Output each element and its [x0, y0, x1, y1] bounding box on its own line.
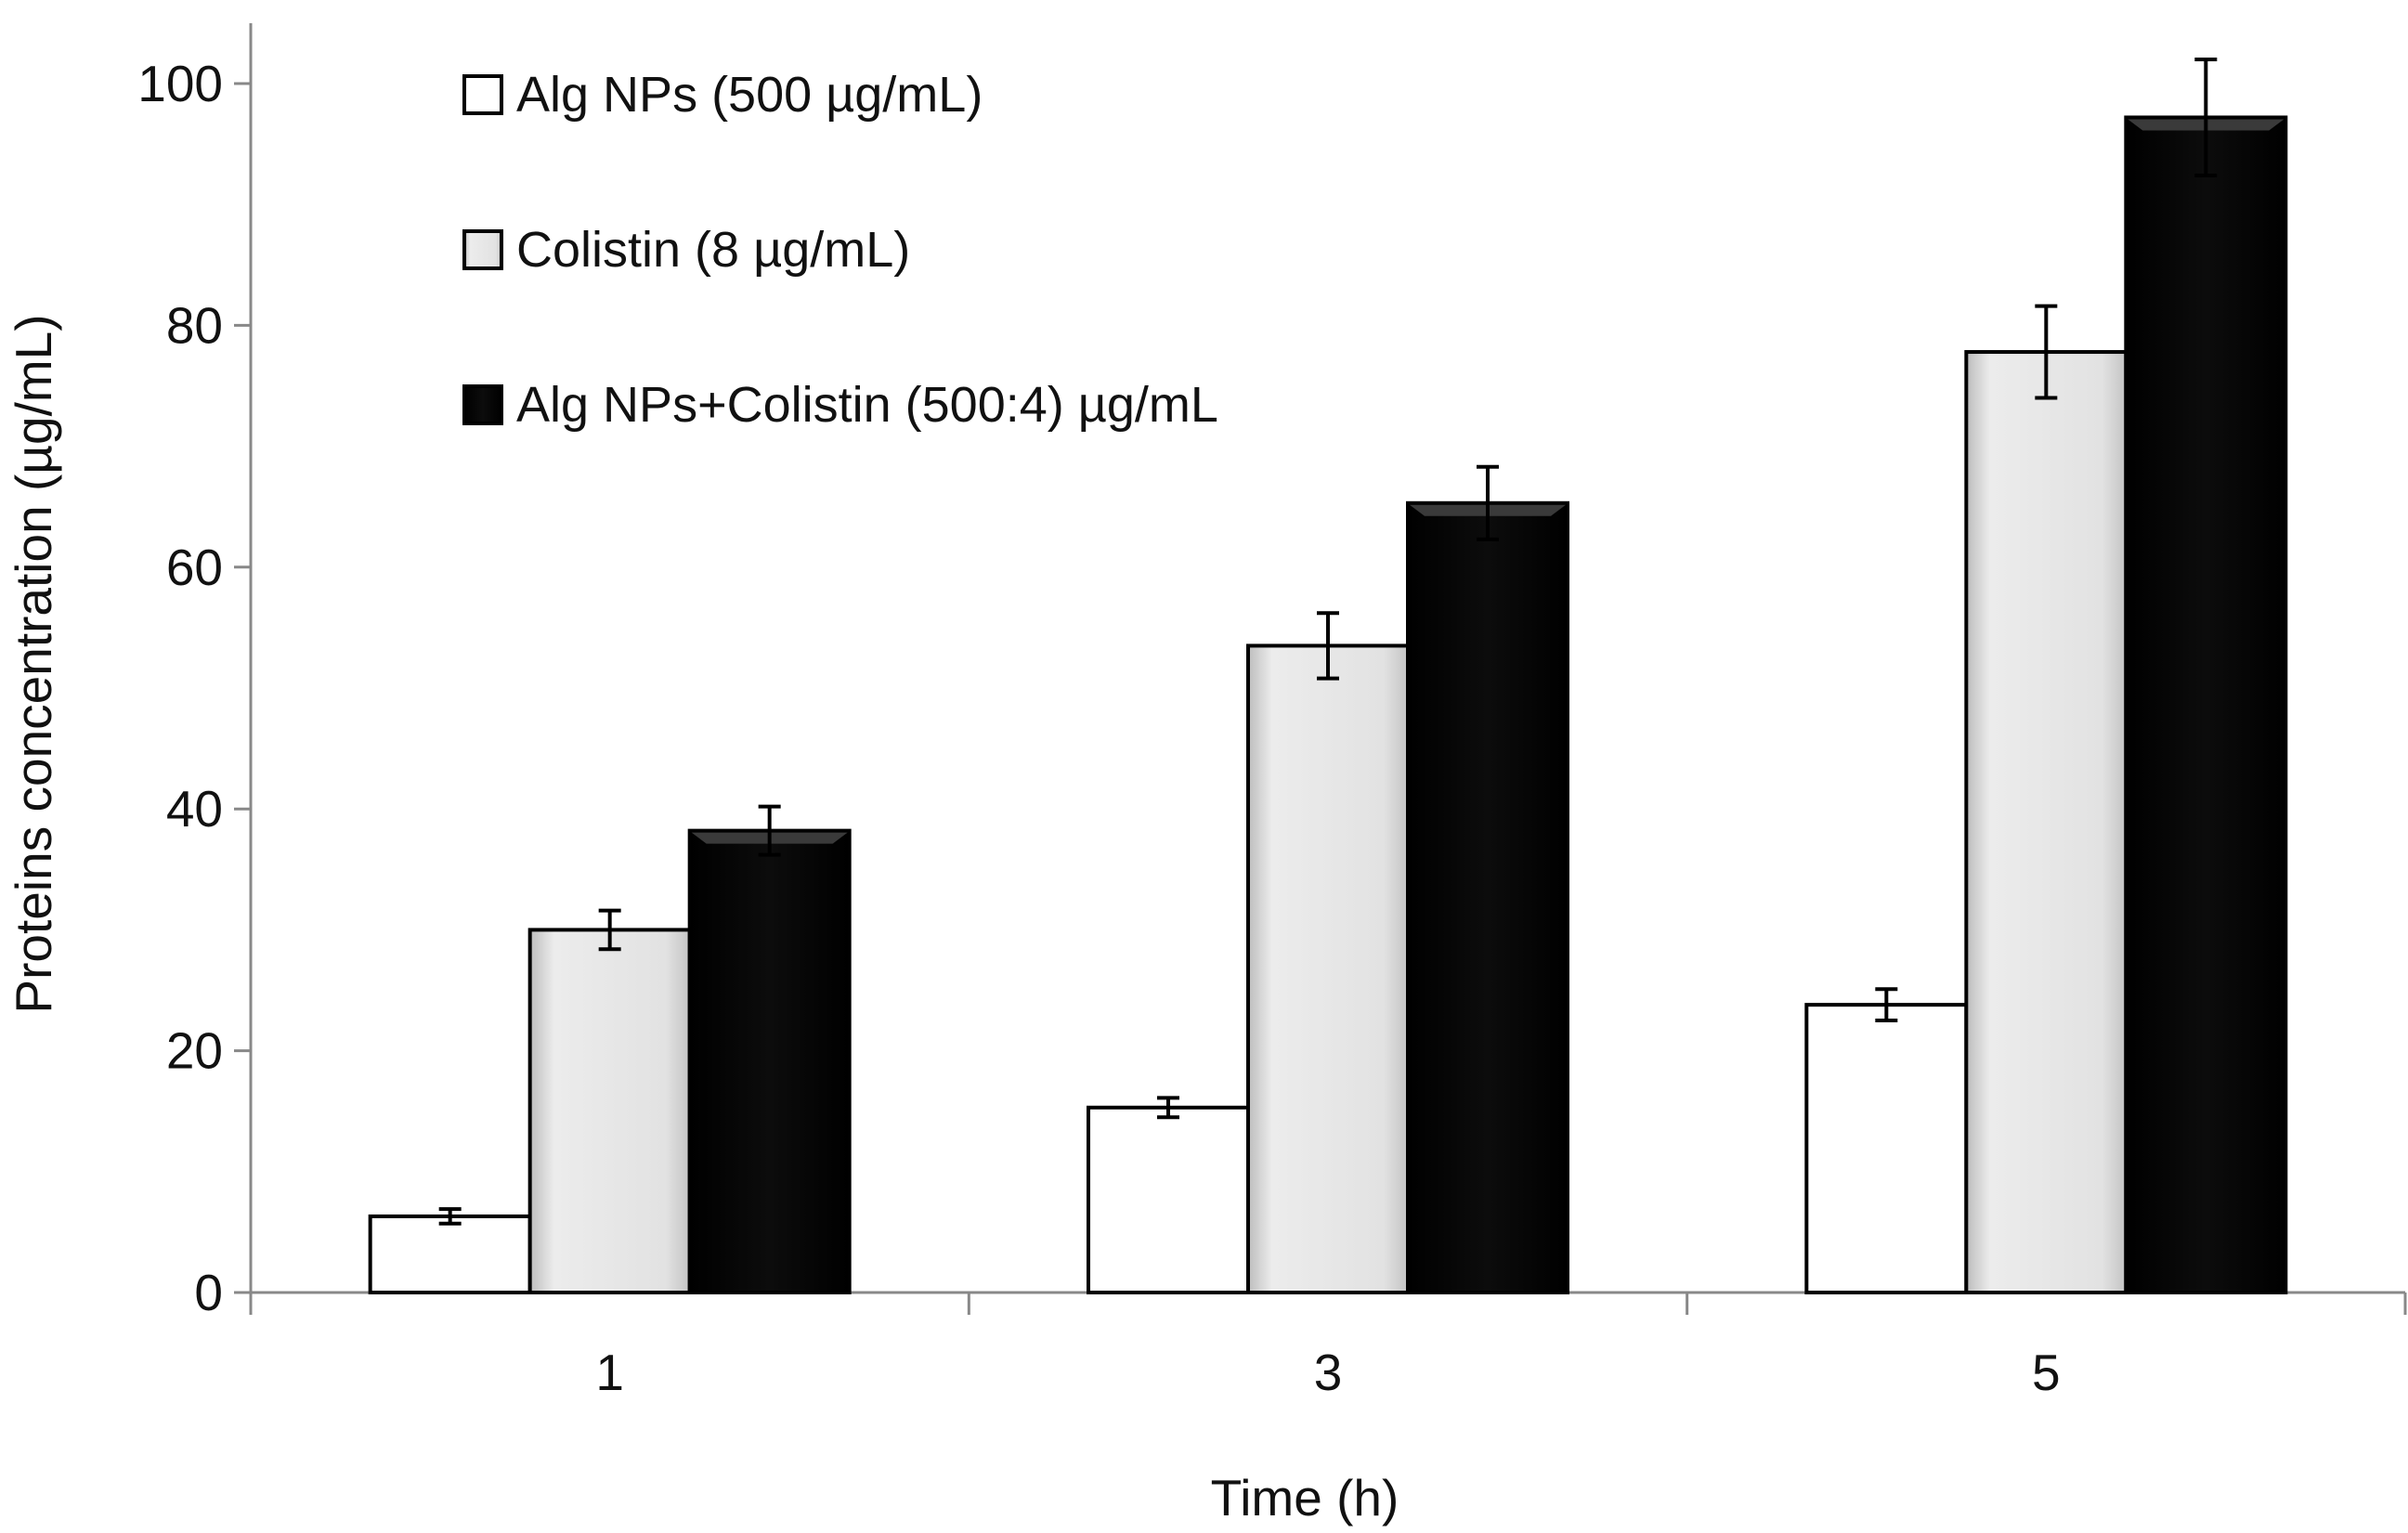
axes: 0 20 40 60 80 100 1 3 5 — [137, 23, 2407, 1401]
legend-swatch-1 — [462, 229, 503, 270]
x-axis-title: Time (h) — [1211, 1469, 1399, 1527]
bar-1-0 — [527, 928, 692, 1295]
bar-2-0 — [687, 828, 852, 1294]
bar-1-1 — [1246, 643, 1410, 1294]
bar-0-2 — [1804, 1003, 1969, 1295]
legend-label-1: Colistin (8 µg/mL) — [516, 222, 910, 278]
legend-label-0: Alg NPs (500 µg/mL) — [516, 67, 983, 123]
y-tick-label: 80 — [166, 296, 223, 354]
y-tick-label: 100 — [137, 55, 223, 112]
legend-swatch-2 — [462, 384, 503, 425]
bar-2-2 — [2124, 115, 2288, 1294]
y-tick-label: 60 — [166, 539, 223, 596]
error-bars — [438, 57, 2218, 1226]
y-tick-label: 20 — [166, 1022, 223, 1080]
x-tick-label: 5 — [2032, 1344, 2061, 1401]
y-tick-label: 40 — [166, 780, 223, 838]
x-tick-label: 3 — [1314, 1344, 1343, 1401]
legend-swatch-0 — [462, 74, 503, 115]
bar-1-2 — [1964, 350, 2128, 1294]
legend: Alg NPs (500 µg/mL) Colistin (8 µg/mL) Alg… — [462, 67, 1218, 433]
bars — [368, 115, 2288, 1295]
x-tick-label: 1 — [595, 1344, 624, 1401]
bar-0-0 — [368, 1214, 532, 1294]
y-tick-label: 0 — [194, 1264, 223, 1321]
bar-0-1 — [1087, 1105, 1250, 1294]
legend-label-2: Alg NPs+Colistin (500:4) µg/mL — [516, 377, 1218, 433]
bar-2-1 — [1406, 500, 1569, 1294]
y-axis-title: Proteins concentration (µg/mL) — [5, 314, 62, 1013]
